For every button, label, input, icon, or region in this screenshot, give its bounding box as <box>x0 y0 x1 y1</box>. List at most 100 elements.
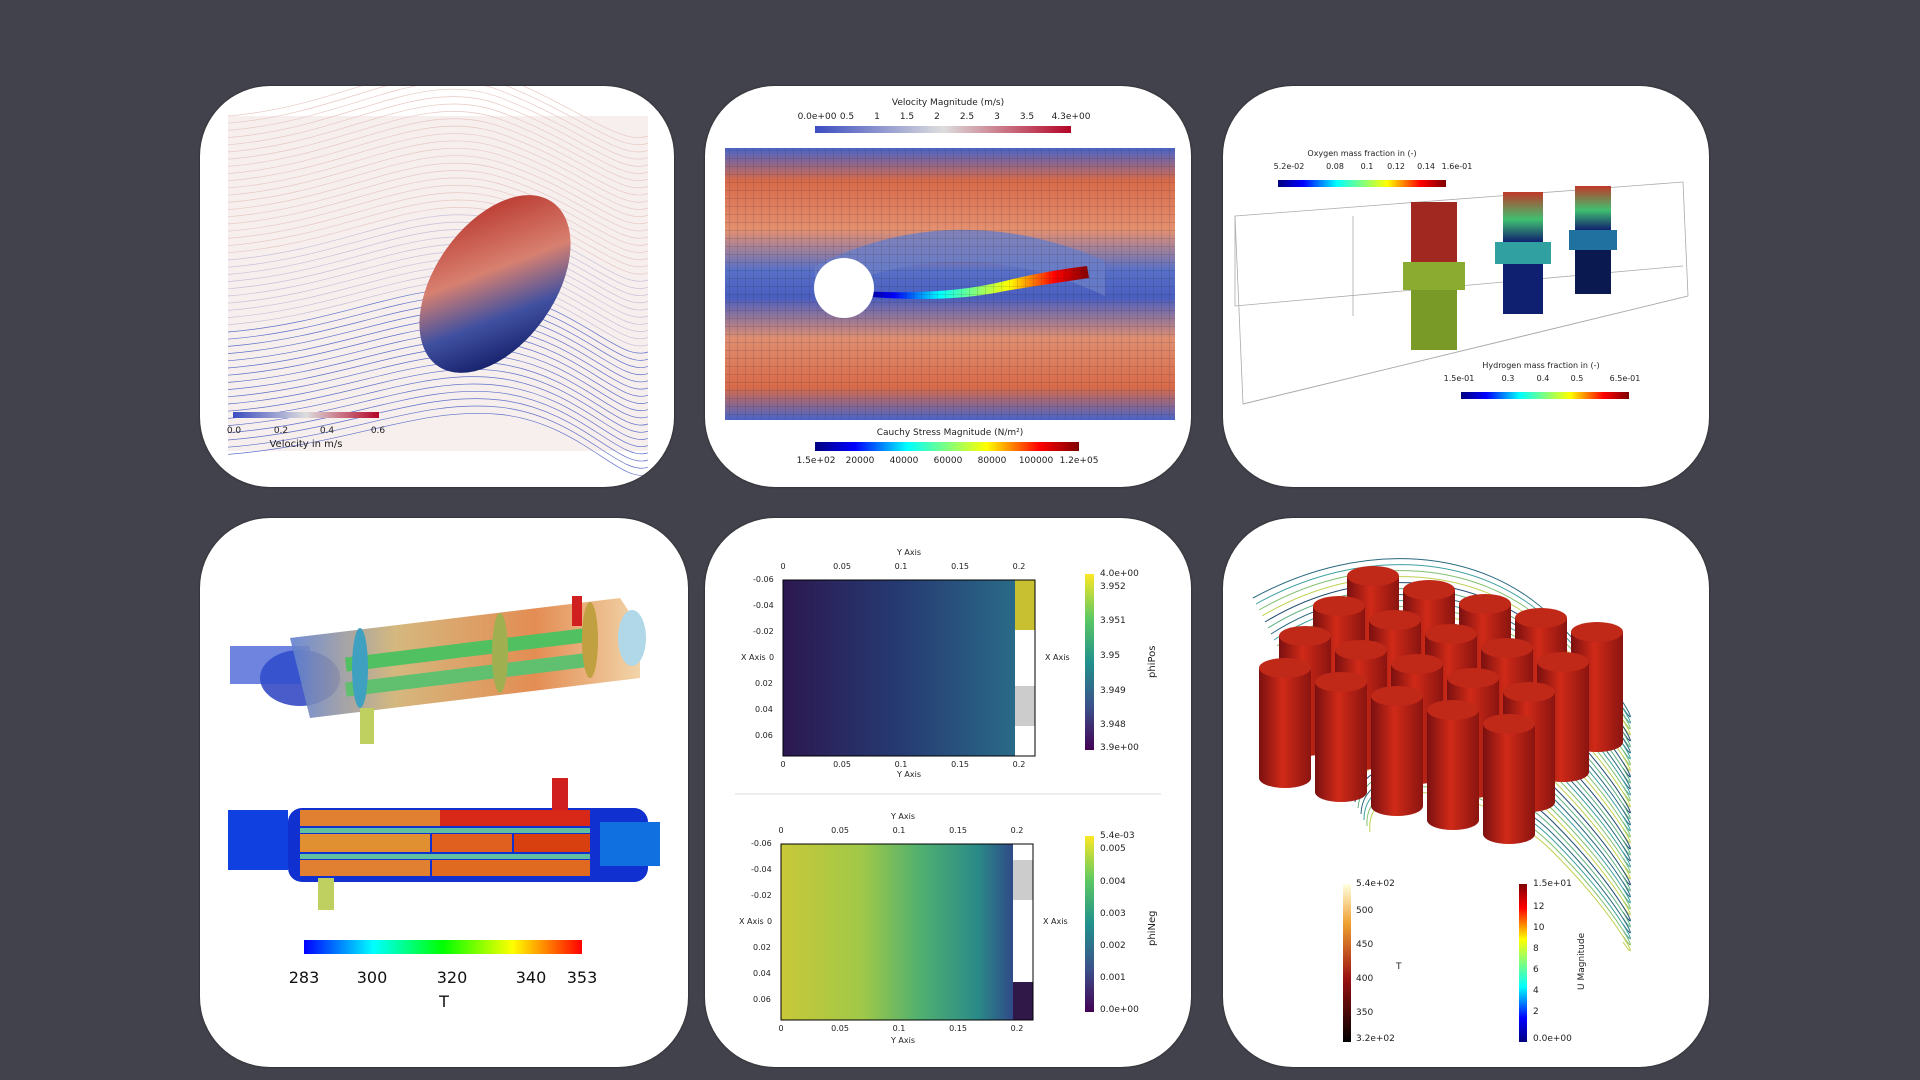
t-tick: 3.2e+02 <box>1356 1034 1395 1044</box>
stress-tick: 60000 <box>933 456 963 466</box>
cylinder-bank-panel: 5.4e+02 500 450 400 350 3.2e+02 T 1.5e+0… <box>1223 518 1709 1067</box>
velocity-tick: 3.5 <box>1019 112 1035 122</box>
stress-colorbar <box>815 442 1079 451</box>
potential-plots-panel: Y Axis 0 0.05 0.1 0.15 0.2 0 0.05 0.1 0.… <box>705 518 1191 1067</box>
fuel-cell-render <box>1234 180 1689 405</box>
streamline <box>227 199 649 268</box>
stress-tick: 1.5e+02 <box>796 456 836 466</box>
y-tick: 0.02 <box>755 679 773 688</box>
x-tick: 0.15 <box>951 562 969 571</box>
velocity-tick: 3 <box>994 112 1000 122</box>
y-tick: 0.04 <box>753 969 771 978</box>
y-axis-label: X Axis <box>741 653 766 662</box>
streamline <box>227 162 649 232</box>
oxygen-tick: 0.12 <box>1387 162 1405 171</box>
phipos-tick: 3.9e+00 <box>1100 743 1139 753</box>
x-axis-label: Y Axis <box>896 770 922 779</box>
y-tick: 0.02 <box>753 943 771 952</box>
oxygen-colorbar <box>1278 180 1446 187</box>
y-tick: -0.06 <box>751 839 772 848</box>
temperature-title: T <box>439 992 449 1011</box>
u-tick: 1.5e+01 <box>1533 879 1572 889</box>
cylinder-top <box>1315 672 1367 692</box>
x-tick: 0.2 <box>1010 826 1024 835</box>
streamline <box>227 103 649 174</box>
x-tick: 0 <box>778 1024 784 1033</box>
streamline <box>227 86 649 138</box>
velocity-colorbar-label: Velocity Magnitude (m/s) <box>891 98 1005 108</box>
streamline <box>227 376 649 440</box>
cylinder-top <box>1427 700 1479 720</box>
heat-exchanger-render <box>228 596 660 954</box>
phipos-tick: 3.948 <box>1100 720 1126 730</box>
x-tick: 0.15 <box>949 826 967 835</box>
temperature-tick: 283 <box>288 968 320 987</box>
temperature-colorbar <box>1343 884 1351 1042</box>
colorbar-tick: 0.4 <box>319 426 335 436</box>
x-tick: 0.1 <box>894 760 908 769</box>
cylinder-top <box>1335 640 1387 660</box>
velocity-tick: 2 <box>934 112 940 122</box>
velocity-tick: 2.5 <box>959 112 975 122</box>
velocity-tick: 1.5 <box>899 112 915 122</box>
streamline <box>227 147 649 217</box>
phipos-tick: 3.949 <box>1100 686 1126 696</box>
y-tick: 0.06 <box>755 731 773 740</box>
velocity-colorbar <box>815 126 1071 133</box>
phineg-tick: 0.004 <box>1100 877 1126 887</box>
cylinder <box>1427 710 1479 830</box>
streamline <box>227 111 649 181</box>
streamline <box>227 177 649 246</box>
cylinder-top <box>1503 682 1555 702</box>
colorbar-tick: 0.0 <box>226 426 242 436</box>
stress-colorbar-label: Cauchy Stress Magnitude (N/m²) <box>876 428 1024 438</box>
cylinder-top <box>1459 594 1511 614</box>
x-tick: 0 <box>778 826 784 835</box>
u-tick: 8 <box>1533 944 1539 954</box>
potential-plots-render <box>735 574 1161 1021</box>
oxygen-tick: 1.6e-01 <box>1441 162 1473 171</box>
y-tick: -0.06 <box>753 575 774 584</box>
u-tick: 12 <box>1533 902 1545 912</box>
cylinder-top <box>1447 668 1499 688</box>
cylinder <box>1259 668 1311 788</box>
cylinder-top <box>1369 610 1421 630</box>
t-label: T <box>1396 962 1402 972</box>
streamline <box>227 170 649 239</box>
oxygen-tick: 0.1 <box>1360 162 1374 171</box>
y-tick: -0.04 <box>751 865 772 874</box>
cylinder-top <box>1425 624 1477 644</box>
x-tick: 0.1 <box>892 826 906 835</box>
hydrogen-tick: 6.5e-01 <box>1609 374 1641 383</box>
phineg-label: phiNeg <box>1147 910 1158 946</box>
temperature-tick: 320 <box>436 968 468 987</box>
stress-tick: 20000 <box>845 456 875 466</box>
x-tick: 0.05 <box>833 760 851 769</box>
colorbar-label: Velocity in m/s <box>269 439 343 450</box>
exchanger-inlet <box>228 810 288 870</box>
streamline <box>227 140 649 210</box>
y-tick: -0.02 <box>751 891 772 900</box>
x-tick: 0.2 <box>1012 760 1026 769</box>
cylinder-top <box>1403 580 1455 600</box>
phineg-tick: 0.002 <box>1100 941 1126 951</box>
cylinder-top <box>1537 652 1589 672</box>
phineg-tick: 0.0e+00 <box>1100 1005 1139 1015</box>
y-axis-label: X Axis <box>1043 917 1068 926</box>
x-axis-label: Y Axis <box>896 548 922 557</box>
heat-exchanger-panel: 283 300 320 340 353 T <box>200 518 688 1067</box>
streamline <box>227 86 649 146</box>
oxygen-tick: 5.2e-02 <box>1273 162 1305 171</box>
cylinder-flow-render <box>725 126 1175 451</box>
hydrogen-label: Hydrogen mass fraction in (-) <box>1482 361 1600 370</box>
cylinder-top <box>1371 686 1423 706</box>
y-axis-label: X Axis <box>739 917 764 926</box>
t-tick: 350 <box>1356 1008 1374 1018</box>
streamline <box>1252 558 1631 718</box>
x-tick: 0.05 <box>833 562 851 571</box>
x-tick: 0.2 <box>1010 1024 1024 1033</box>
cylinder-top <box>1259 658 1311 678</box>
x-axis-label: Y Axis <box>890 1036 916 1045</box>
stress-tick: 40000 <box>889 456 919 466</box>
velocity-tick: 0.0e+00 <box>797 112 837 122</box>
